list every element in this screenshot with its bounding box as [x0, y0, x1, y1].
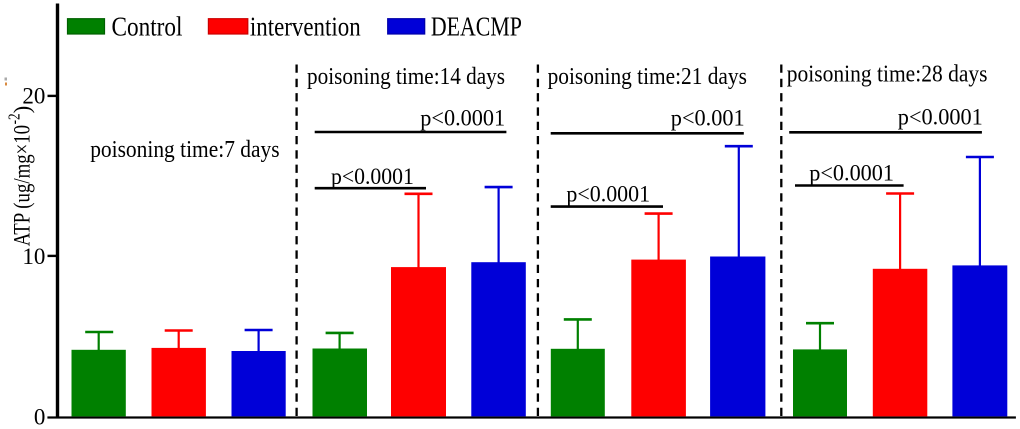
svg-text:): )	[10, 106, 35, 114]
svg-text:Control: Control	[112, 12, 183, 42]
svg-text:intervention: intervention	[250, 12, 361, 42]
svg-text:ATP (ug/mg×10: ATP (ug/mg×10	[10, 125, 35, 246]
svg-text:20: 20	[22, 83, 45, 108]
svg-text:p<0.0001: p<0.0001	[420, 105, 505, 130]
svg-text:p<0.0001: p<0.0001	[566, 182, 650, 207]
svg-text:p<0.001: p<0.001	[671, 106, 745, 131]
svg-text:poisoning time:21 days: poisoning time:21 days	[548, 64, 747, 90]
svg-text:poisoning time:7 days: poisoning time:7 days	[90, 137, 279, 163]
svg-text:10: 10	[22, 244, 45, 269]
svg-text:p<0.0001: p<0.0001	[898, 105, 983, 130]
svg-text:poisoning time:28 days: poisoning time:28 days	[787, 62, 988, 88]
svg-text:0: 0	[34, 404, 46, 429]
svg-text:DEACMP: DEACMP	[431, 12, 522, 42]
svg-text:poisoning time:14 days: poisoning time:14 days	[307, 64, 505, 90]
svg-text:-2: -2	[5, 113, 24, 124]
svg-text:p<0.0001: p<0.0001	[331, 164, 414, 189]
svg-text:p<0.0001: p<0.0001	[809, 160, 894, 185]
